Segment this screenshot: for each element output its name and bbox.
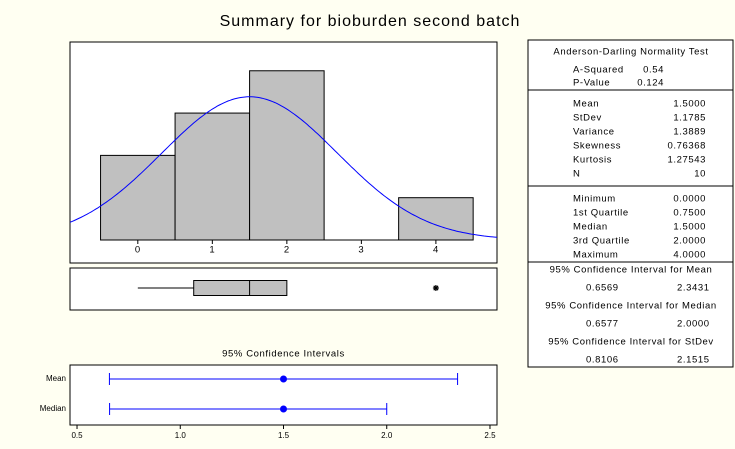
stat-value: 0.7500 (673, 208, 706, 219)
stat-label: 3rd Quartile (573, 236, 630, 247)
outlier (432, 285, 439, 291)
x-tick-label: 0.5 (71, 431, 83, 440)
stat-label: Minimum (573, 194, 616, 205)
x-tick-label: 2.0 (381, 431, 393, 440)
stat-label: P-Value (573, 78, 610, 89)
x-tick-label: 2 (284, 245, 290, 256)
category-label: Mean (46, 374, 66, 383)
stats-table (527, 39, 734, 368)
box (193, 280, 288, 296)
x-tick-label: 1.0 (175, 431, 187, 440)
interval-upper: 2.3431 (677, 283, 710, 294)
stat-value: 1.3889 (673, 127, 706, 138)
stat-label: Mean (573, 99, 599, 110)
stat-value: 0.0000 (673, 194, 706, 205)
interval-frame (69, 364, 498, 426)
interval-heading: 95% Confidence Interval for Mean (550, 265, 713, 276)
interval-upper: 2.1515 (677, 355, 710, 366)
x-tick-label: 1 (209, 245, 215, 256)
point-estimate (280, 375, 287, 383)
stat-label: Maximum (573, 250, 618, 261)
stat-value: 10 (694, 169, 706, 180)
interval-lower: 0.6577 (586, 319, 619, 330)
bar (174, 112, 251, 241)
category-label: Median (40, 404, 66, 413)
stat-label: 1st Quartile (573, 208, 629, 219)
stat-value: 0.54 (643, 65, 664, 76)
stat-label: Skewness (573, 141, 621, 152)
stat-label: A-Squared (573, 65, 624, 76)
stat-value: 0.124 (637, 78, 664, 89)
interval-upper: 2.0000 (677, 319, 710, 330)
stat-label: Kurtosis (573, 155, 612, 166)
stat-value: 2.0000 (673, 236, 706, 247)
stat-label: Variance (573, 127, 615, 138)
stat-value: 0.76368 (667, 141, 706, 152)
stat-value: 4.0000 (673, 250, 706, 261)
stat-value: 1.5000 (673, 99, 706, 110)
stat-label: StDev (573, 113, 602, 124)
stat-value: 1.1785 (673, 113, 706, 124)
interval-heading: 95% Confidence Interval for StDev (548, 337, 714, 348)
bar (398, 197, 474, 241)
stat-value: 1.5000 (673, 222, 706, 233)
bar (249, 70, 325, 241)
x-tick-label: 2.5 (484, 431, 496, 440)
x-tick-label: 4 (433, 245, 439, 256)
point-estimate (280, 405, 287, 413)
stat-label: Median (573, 222, 608, 233)
interval-heading: 95% Confidence Interval for Median (545, 301, 716, 312)
interval-lower: 0.8106 (586, 355, 619, 366)
normal-curve (69, 96, 498, 238)
x-tick-label: 1.5 (278, 431, 290, 440)
stat-label: N (573, 169, 580, 180)
stat-value: 1.27543 (667, 155, 706, 166)
table-heading: Anderson-Darling Normality Test (553, 47, 708, 58)
x-tick-label: 3 (358, 245, 364, 256)
interval-lower: 0.6569 (586, 283, 619, 294)
interval-title: 95% Confidence Intervals (222, 349, 345, 360)
x-tick-label: 0 (135, 245, 141, 256)
chart-title: Summary for bioburden second batch (220, 13, 521, 30)
